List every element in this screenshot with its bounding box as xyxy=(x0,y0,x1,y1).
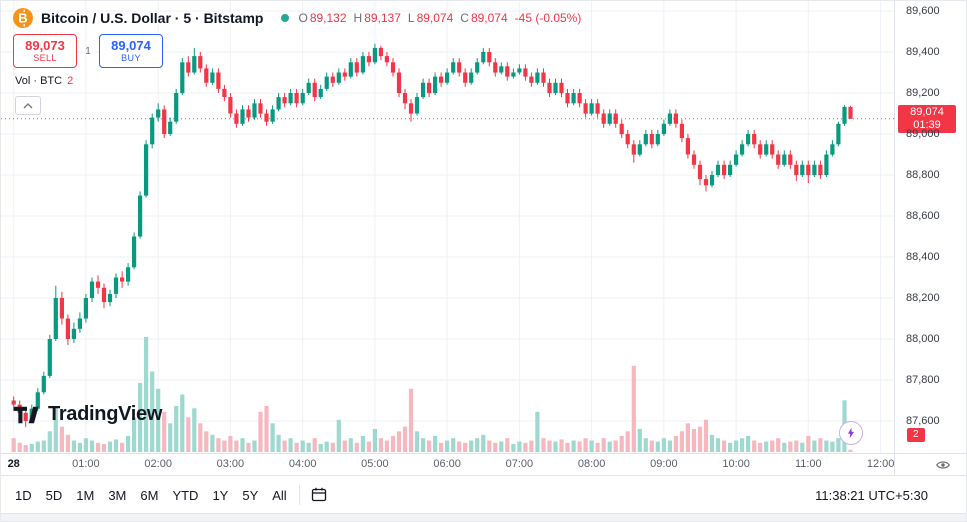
time-axis-label: 05:00 xyxy=(361,458,389,470)
time-axis-label: 06:00 xyxy=(433,458,461,470)
grid-lines xyxy=(1,1,894,453)
time-axis-label: 08:00 xyxy=(577,458,606,470)
low-value: 89,074 xyxy=(416,11,454,25)
price-axis-label: 88,200 xyxy=(906,292,940,304)
price-axis-label: 89,600 xyxy=(906,5,940,17)
range-selector: 1D 5D 1M 3M 6M YTD 1Y 5Y All xyxy=(15,488,287,503)
open-value: 89,132 xyxy=(309,11,347,25)
range-3m-button[interactable]: 3M xyxy=(108,487,127,503)
range-1y-button[interactable]: 1Y xyxy=(212,487,229,503)
watermark-text: TradingView xyxy=(48,403,163,425)
current-price-badge: 89,074 01:39 xyxy=(898,105,956,133)
chevron-up-icon xyxy=(23,102,33,109)
time-axis-label: 11:00 xyxy=(794,458,822,470)
footer-divider xyxy=(298,485,300,505)
change-value: -45 (-0.05%) xyxy=(514,11,582,25)
eye-icon[interactable] xyxy=(935,457,951,473)
range-5y-button[interactable]: 5Y xyxy=(242,487,259,503)
candlestick-chart[interactable] xyxy=(1,1,894,453)
current-price-value: 89,074 xyxy=(910,106,944,118)
close-label: C xyxy=(460,11,469,25)
buy-price: 89,074 xyxy=(111,38,151,53)
symbol-legend: B Bitcoin / U.S. Dollar · 5 · Bitstamp O… xyxy=(13,7,581,29)
price-axis-label: 89,000 xyxy=(906,128,940,140)
price-axis-label: 87,800 xyxy=(906,374,940,386)
sell-button[interactable]: 89,073 SELL xyxy=(13,34,77,68)
spread-value: 1 xyxy=(85,45,91,57)
sell-price: 89,073 xyxy=(25,38,65,53)
time-axis-label: 02:00 xyxy=(144,458,172,470)
time-axis-label: 01:00 xyxy=(72,458,100,470)
close-value: 89,074 xyxy=(470,11,508,25)
range-6m-button[interactable]: 6M xyxy=(140,487,159,503)
time-axis[interactable]: 28 01:00 02:00 03:00 04:00 05:00 06:00 07:00 08:… xyxy=(1,453,894,476)
time-axis-label: 04:00 xyxy=(288,458,317,470)
price-axis-label: 88,000 xyxy=(906,333,940,345)
open-label: O xyxy=(298,11,308,25)
low-label: L xyxy=(407,11,415,25)
go-to-date-icon xyxy=(310,486,328,504)
volume-label: Vol · BTC xyxy=(15,75,63,87)
buy-label: BUY xyxy=(121,53,141,63)
volume-value: 2 xyxy=(67,75,74,87)
session-clock[interactable]: 11:38:21 UTC+5:30 xyxy=(815,487,928,503)
axis-corner xyxy=(894,453,966,476)
volume-axis-badge: 2 xyxy=(907,428,925,442)
price-axis-label: 88,400 xyxy=(906,251,940,263)
time-axis-label: 12:00 xyxy=(866,458,895,470)
horizontal-scrollbar[interactable] xyxy=(1,513,966,521)
svg-text:B: B xyxy=(18,11,27,26)
order-panel: 89,073 SELL 1 89,074 BUY xyxy=(13,34,163,68)
tradingview-watermark: TradingView xyxy=(13,403,162,426)
bitcoin-icon: B xyxy=(13,8,33,28)
volume-bars xyxy=(11,337,853,453)
range-1m-button[interactable]: 1M xyxy=(76,487,95,503)
price-axis-label: 89,200 xyxy=(906,87,940,99)
price-axis-label: 87,600 xyxy=(906,415,940,427)
high-label: H xyxy=(353,11,363,25)
go-to-date-button[interactable] xyxy=(310,486,328,504)
time-axis-label: 09:00 xyxy=(650,458,678,470)
footer-toolbar: 1D 5D 1M 3M 6M YTD 1Y 5Y All 11:38:21 UT… xyxy=(1,475,966,514)
range-all-button[interactable]: All xyxy=(272,487,287,503)
market-status-dot xyxy=(281,14,290,22)
time-axis-label: 28 xyxy=(7,458,20,470)
price-axis[interactable]: 89,074 01:39 2 89,600 89,400 89,200 89,000 8… xyxy=(894,1,966,453)
bar-countdown: 01:39 xyxy=(913,119,941,131)
tradingview-logo-icon xyxy=(13,404,41,426)
collapse-legend-button[interactable] xyxy=(15,96,41,115)
range-1d-button[interactable]: 1D xyxy=(15,487,32,503)
high-value: 89,137 xyxy=(364,11,401,25)
ohlc-values: O 89,132 H 89,137 L 89,074 C 89,074 -45 … xyxy=(291,11,581,25)
range-5d-button[interactable]: 5D xyxy=(45,487,63,503)
price-axis-label: 89,400 xyxy=(906,46,940,58)
symbol-title[interactable]: Bitcoin / U.S. Dollar · 5 · Bitstamp xyxy=(41,10,264,26)
sell-label: SELL xyxy=(33,53,57,63)
range-ytd-button[interactable]: YTD xyxy=(172,487,199,503)
time-axis-label: 07:00 xyxy=(505,458,534,470)
lightning-boost-icon[interactable] xyxy=(839,421,863,445)
price-axis-label: 88,600 xyxy=(906,210,940,222)
time-axis-label: 10:00 xyxy=(722,458,750,470)
volume-legend[interactable]: Vol · BTC 2 xyxy=(15,75,73,87)
buy-button[interactable]: 89,074 BUY xyxy=(99,34,163,68)
time-axis-label: 03:00 xyxy=(216,458,245,470)
candles xyxy=(11,43,853,428)
price-axis-label: 88,800 xyxy=(906,169,940,181)
chart-plot-area[interactable]: B Bitcoin / U.S. Dollar · 5 · Bitstamp O… xyxy=(1,1,894,453)
